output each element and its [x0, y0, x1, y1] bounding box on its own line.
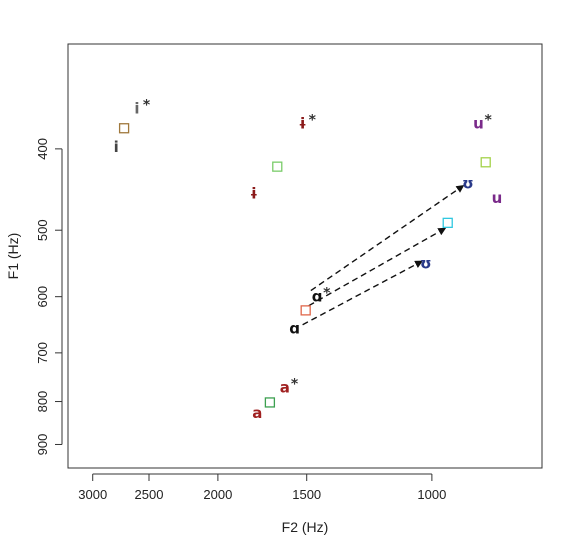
- vowel-label: ʊ: [420, 255, 432, 273]
- x-tick-label: 2000: [203, 487, 232, 502]
- mean-marker: [272, 161, 283, 172]
- trajectory-arrow: [308, 227, 447, 307]
- vowel-label: i: [114, 138, 119, 156]
- vowel-label: ɑ: [312, 288, 323, 306]
- star-marker: *: [323, 286, 331, 302]
- arrow-layer: [302, 184, 465, 326]
- vowel-label: i: [134, 99, 139, 117]
- y-tick-label: 700: [35, 342, 50, 364]
- mean-marker: [264, 397, 276, 408]
- x-tick-label: 1000: [417, 487, 446, 502]
- vowel-label: ɑ: [289, 320, 300, 338]
- y-tick-label: 500: [35, 219, 50, 241]
- star-marker: *: [143, 97, 151, 113]
- vowel-label: ʊ: [462, 175, 474, 193]
- y-axis-title: F1 (Hz): [5, 233, 21, 280]
- mean-marker: [442, 217, 453, 228]
- x-tick-label: 2500: [135, 487, 164, 502]
- x-tick-label: 3000: [78, 487, 107, 502]
- x-axis-title: F2 (Hz): [282, 519, 329, 535]
- y-tick-label: 900: [35, 434, 50, 456]
- vowel-label: a: [280, 379, 290, 397]
- mean-marker: [300, 305, 311, 316]
- vowel-label: ɨ: [250, 184, 258, 202]
- y-tick-label: 800: [35, 391, 50, 413]
- star-marker: *: [309, 112, 317, 128]
- vowel-label: u: [473, 114, 484, 132]
- y-axis: 400 500 600 700 800 900: [35, 138, 63, 456]
- marker-layer: [118, 123, 491, 408]
- trajectory-arrow: [302, 260, 424, 326]
- x-axis: 3000 2500 2000 1500 1000: [78, 473, 446, 502]
- star-marker: *: [484, 112, 492, 128]
- y-tick-label: 400: [35, 138, 50, 160]
- star-marker: *: [291, 377, 299, 393]
- vowel-label: ɨ: [299, 114, 307, 132]
- mean-marker: [480, 157, 491, 168]
- trajectory-arrow: [310, 184, 465, 292]
- plot-frame: [67, 43, 543, 469]
- x-tick-label: 1500: [292, 487, 321, 502]
- y-tick-label: 600: [35, 286, 50, 308]
- vowel-label: a: [252, 404, 262, 422]
- vowel-label: u: [492, 189, 503, 207]
- mean-marker: [118, 123, 130, 134]
